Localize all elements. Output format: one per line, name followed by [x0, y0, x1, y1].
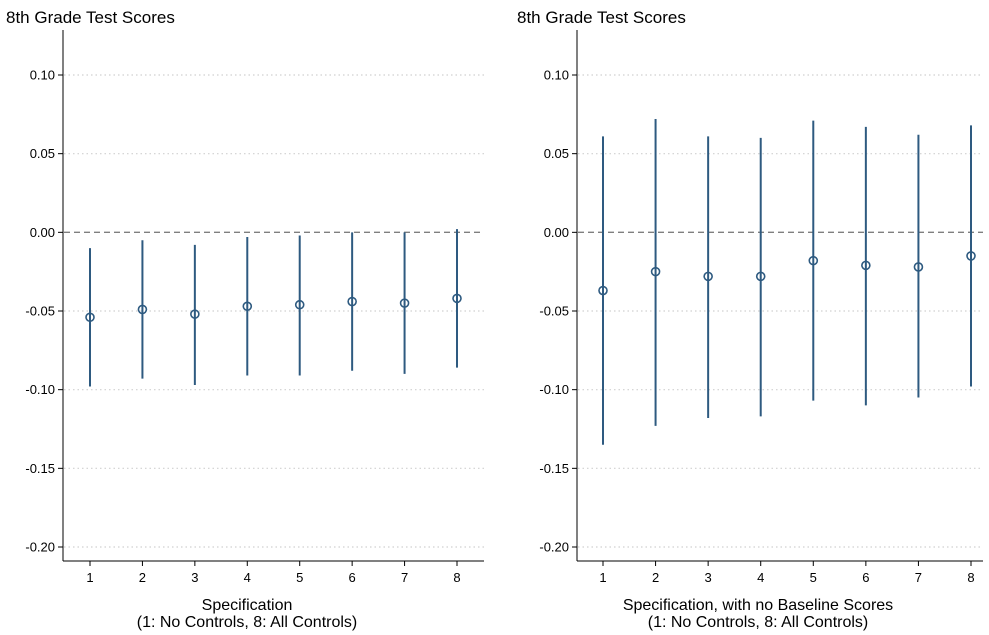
y-tick-label: -0.20 — [25, 540, 55, 555]
point-estimate — [861, 260, 871, 271]
point-estimate — [452, 293, 462, 304]
point-estimate — [242, 301, 253, 312]
chart-title: 8th Grade Test Scores — [517, 8, 686, 27]
x-axis-title: Specification, with no Baseline Scores — [622, 597, 894, 614]
point-estimate — [755, 271, 766, 282]
x-axis-subtitle: (1: No Controls, 8: All Controls) — [136, 614, 358, 631]
y-tick-label: -0.05 — [25, 304, 55, 319]
coefficient-plot-left: 0.10 0.05 0.00 -0.05 -0.10 -0.15 -0.20 1 2 3 4 5 6 7 8 — [25, 30, 484, 585]
point-estimate — [190, 309, 200, 319]
x-tick-label: 1 — [599, 570, 606, 585]
point-estimate — [137, 304, 148, 315]
x-tick-label: 8 — [453, 570, 460, 585]
x-tick-label: 1 — [86, 570, 93, 585]
point-estimate — [399, 298, 410, 308]
point-estimate — [913, 262, 924, 272]
point-estimate — [598, 285, 608, 296]
point-estimate — [294, 299, 305, 310]
y-tick-label: -0.05 — [539, 304, 569, 319]
y-tick-label: 0.10 — [30, 68, 55, 83]
x-tick-label: 8 — [967, 570, 974, 585]
y-tick-label: 0.00 — [544, 225, 569, 240]
x-axis-title: Specification — [201, 597, 293, 614]
x-tick-label: 4 — [244, 570, 251, 585]
x-tick-label: 3 — [705, 570, 712, 585]
x-tick-label: 7 — [401, 570, 408, 585]
x-tick-label: 2 — [652, 570, 659, 585]
y-tick-label: -0.10 — [25, 382, 55, 397]
y-tick-label: 0.05 — [544, 146, 569, 161]
point-estimate — [347, 296, 357, 307]
y-tick-label: -0.15 — [25, 461, 55, 476]
point-estimate — [85, 312, 95, 323]
point-estimate — [703, 271, 713, 282]
coefficient-plot-right: 0.10 0.05 0.00 -0.05 -0.10 -0.15 -0.20 1 2 3 4 5 6 7 8 — [539, 30, 983, 585]
x-tick-label: 6 — [349, 570, 356, 585]
y-tick-label: -0.15 — [539, 461, 569, 476]
x-tick-label: 6 — [862, 570, 869, 585]
x-tick-label: 4 — [757, 570, 764, 585]
point-estimate — [650, 266, 661, 277]
x-tick-label: 2 — [139, 570, 146, 585]
y-tick-label: -0.20 — [539, 540, 569, 555]
chart-title: 8th Grade Test Scores — [6, 8, 175, 27]
y-tick-label: 0.05 — [30, 146, 55, 161]
y-tick-label: 0.10 — [544, 68, 569, 83]
x-tick-label: 5 — [296, 570, 303, 585]
point-estimate — [808, 255, 819, 266]
x-axis-subtitle: (1: No Controls, 8: All Controls) — [647, 614, 869, 631]
point-estimate — [966, 251, 976, 261]
chart-panel-right: 8th Grade Test Scores 0.10 0.05 0.00 -0.05 -… — [511, 0, 989, 635]
chart-panel-left: 8th Grade Test Scores 0.10 0.05 0.00 -0.05 -… — [0, 0, 494, 635]
y-tick-label: -0.10 — [539, 382, 569, 397]
y-tick-label: 0.00 — [30, 225, 55, 240]
x-tick-label: 3 — [191, 570, 198, 585]
x-tick-label: 5 — [810, 570, 817, 585]
x-tick-label: 7 — [915, 570, 922, 585]
